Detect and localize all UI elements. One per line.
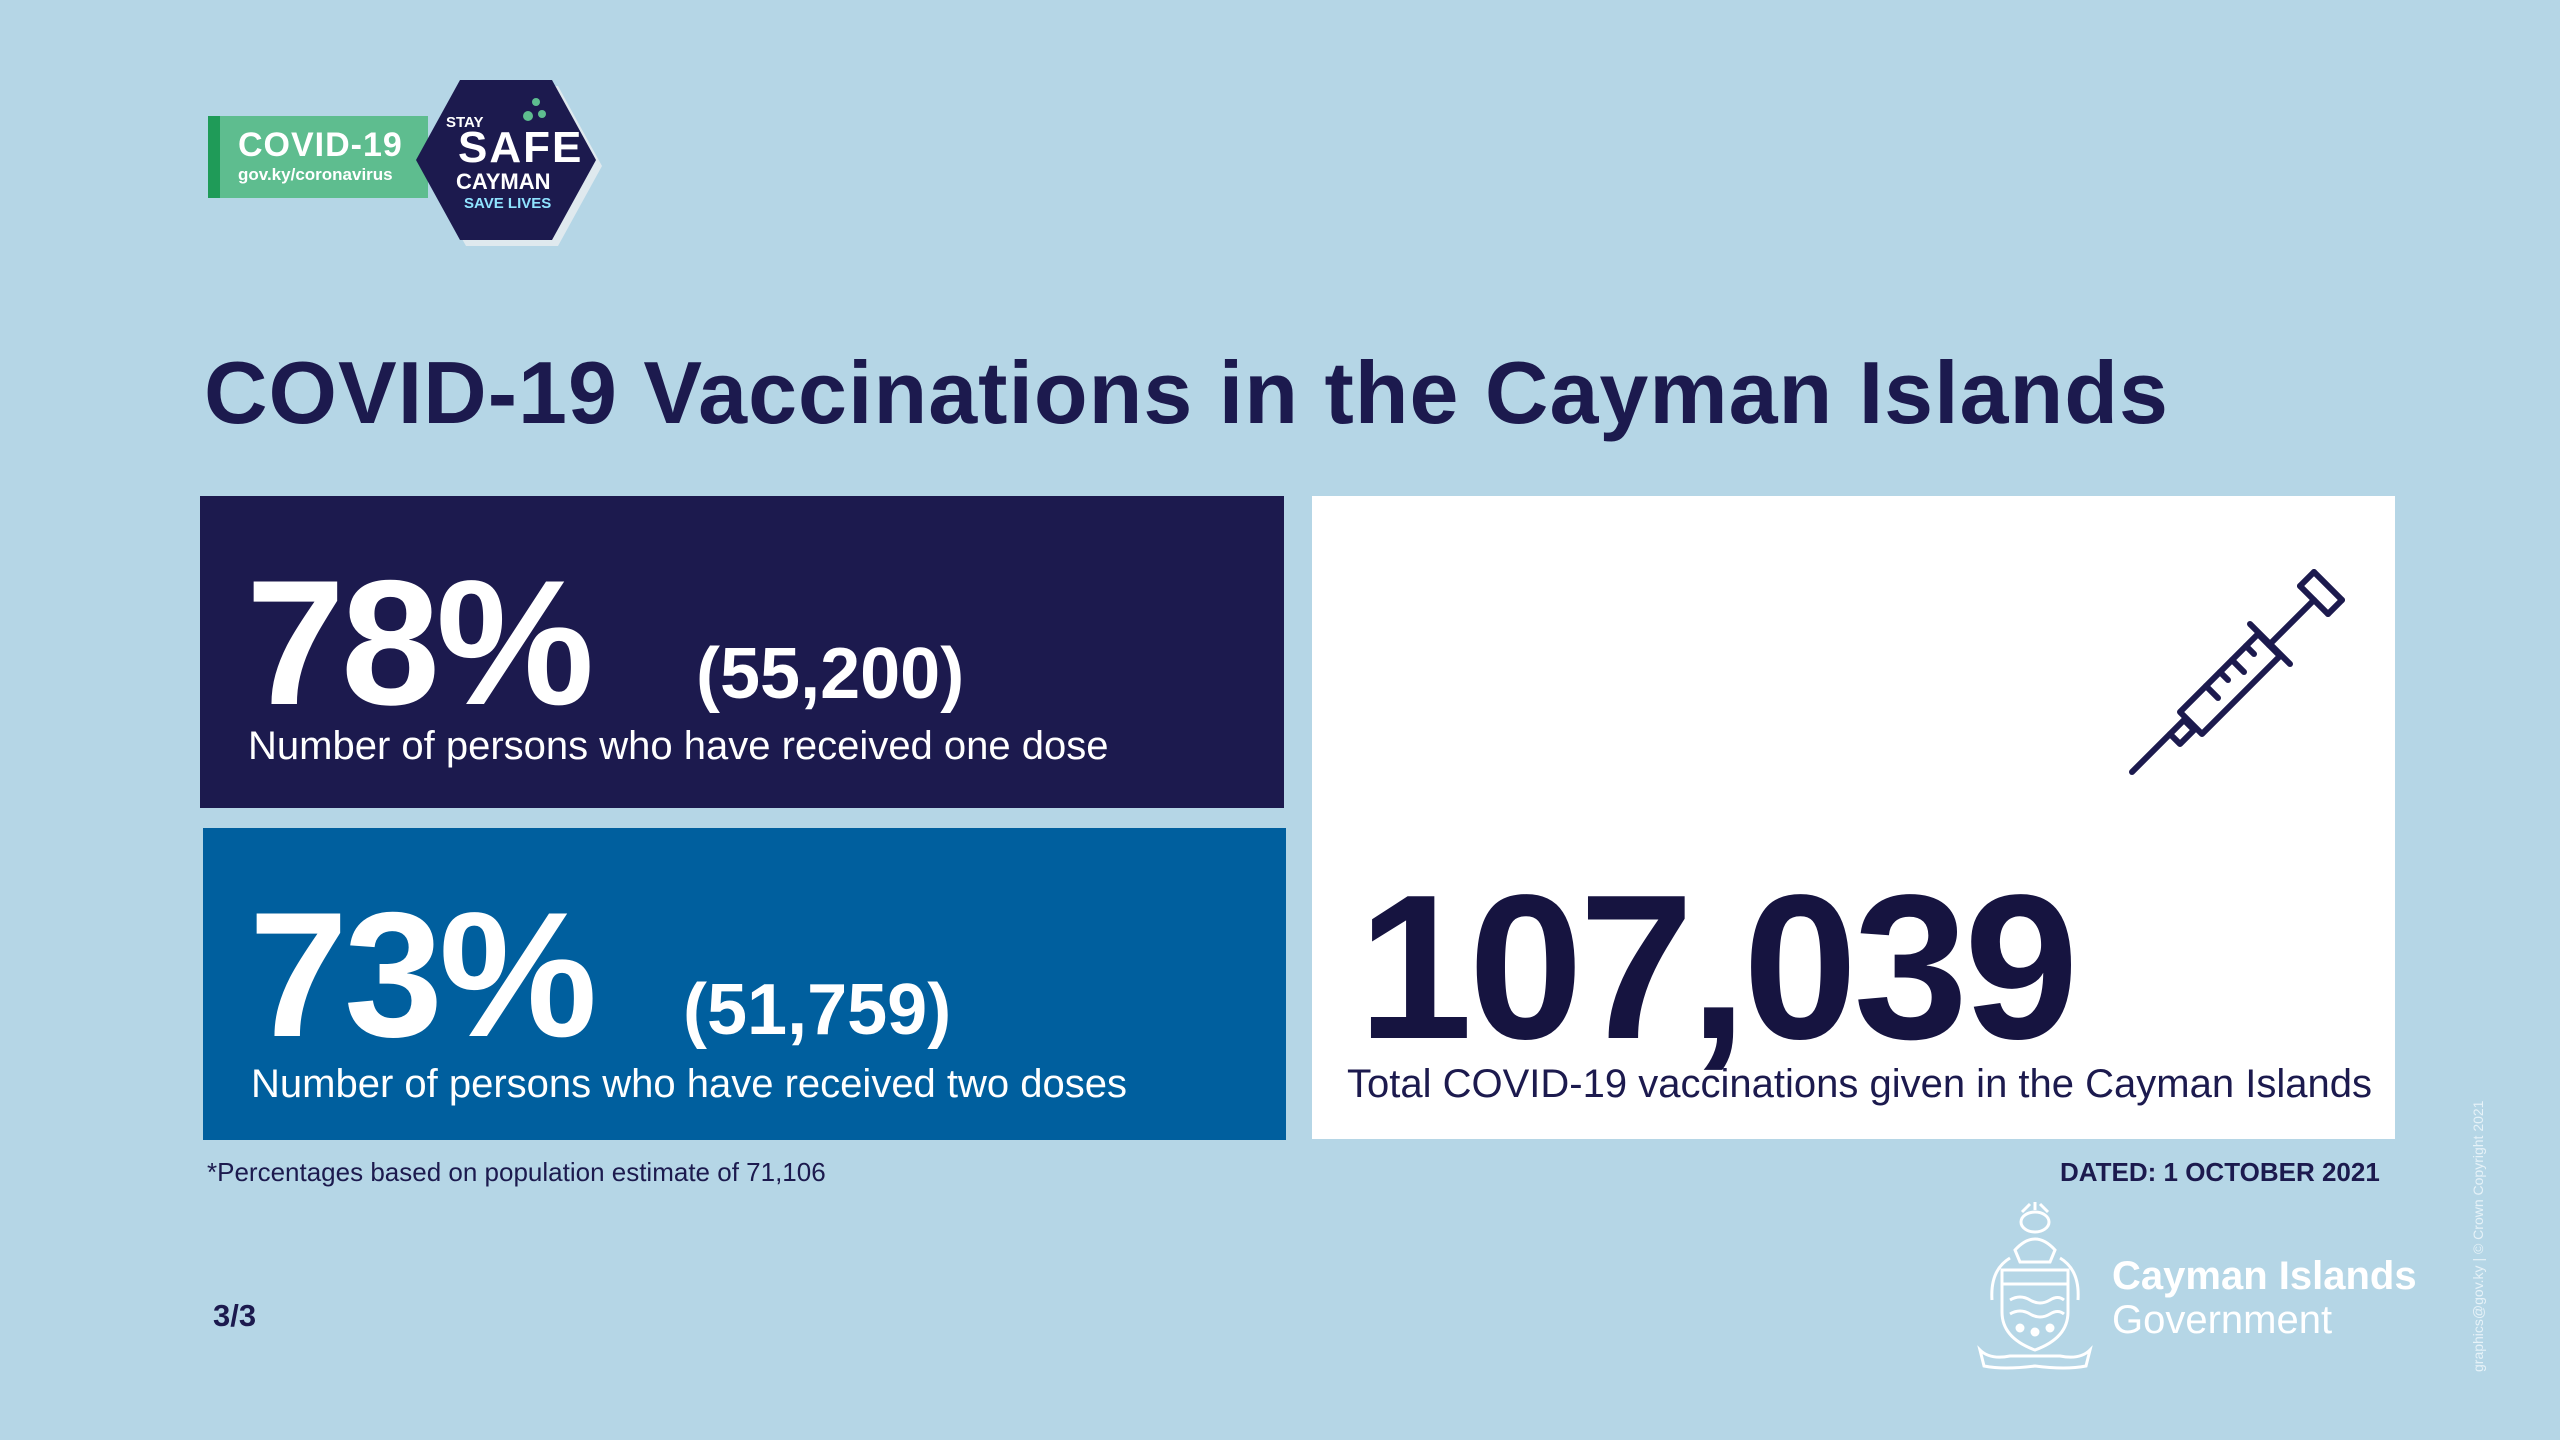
covid-badge-label: COVID-19 gov.ky/coronavirus bbox=[208, 116, 428, 198]
government-name-line2: Government bbox=[2112, 1298, 2333, 1342]
coat-of-arms-icon bbox=[1977, 1202, 2093, 1370]
hex-stay-text: STAY bbox=[446, 114, 484, 131]
total-vaccinations-card: 107,039 Total COVID-19 vaccinations give… bbox=[1312, 496, 2395, 1139]
covid-badge-url: gov.ky/coronavirus bbox=[238, 165, 393, 184]
population-footnote: *Percentages based on population estimat… bbox=[207, 1157, 826, 1187]
government-name-line1: Cayman Islands bbox=[2112, 1254, 2417, 1298]
syringe-icon bbox=[2129, 569, 2345, 775]
hexagon-icon bbox=[416, 80, 602, 246]
dated-label: DATED: 1 OCTOBER 2021 bbox=[2060, 1157, 2380, 1187]
hex-safe-text: SAFE bbox=[458, 123, 584, 172]
one-dose-card: 78% (55,200) Number of persons who have … bbox=[200, 496, 1284, 808]
government-name: Cayman Islands Government bbox=[2112, 1256, 2417, 1340]
two-doses-percent: 73% bbox=[249, 875, 597, 1074]
one-dose-percent: 78% bbox=[246, 543, 594, 742]
stay-safe-hexagon: STAY SAFE CAYMAN SAVE LIVES bbox=[408, 80, 608, 250]
page-title: COVID-19 Vaccinations in the Cayman Isla… bbox=[204, 343, 2169, 442]
covid-badge-title: COVID-19 bbox=[238, 126, 403, 164]
copyright-credit: graphics@gov.ky | © Crown Copyright 2021 bbox=[2470, 1100, 2486, 1372]
covid-logo-badge: COVID-19 gov.ky/coronavirus STAY SAFE CA… bbox=[208, 80, 608, 250]
page-number: 3/3 bbox=[213, 1298, 257, 1333]
two-doses-caption: Number of persons who have received two … bbox=[251, 1062, 1128, 1106]
two-doses-count: (51,759) bbox=[683, 970, 952, 1050]
hex-save-lives-text: SAVE LIVES bbox=[464, 195, 552, 212]
one-dose-caption: Number of persons who have received one … bbox=[248, 724, 1109, 768]
one-dose-count: (55,200) bbox=[696, 634, 965, 714]
total-vaccinations-number: 107,039 bbox=[1358, 852, 2079, 1082]
total-vaccinations-caption: Total COVID-19 vaccinations given in the… bbox=[1347, 1062, 2372, 1106]
hex-cayman-text: CAYMAN bbox=[456, 169, 551, 194]
two-doses-card: 73% (51,759) Number of persons who have … bbox=[203, 828, 1286, 1140]
